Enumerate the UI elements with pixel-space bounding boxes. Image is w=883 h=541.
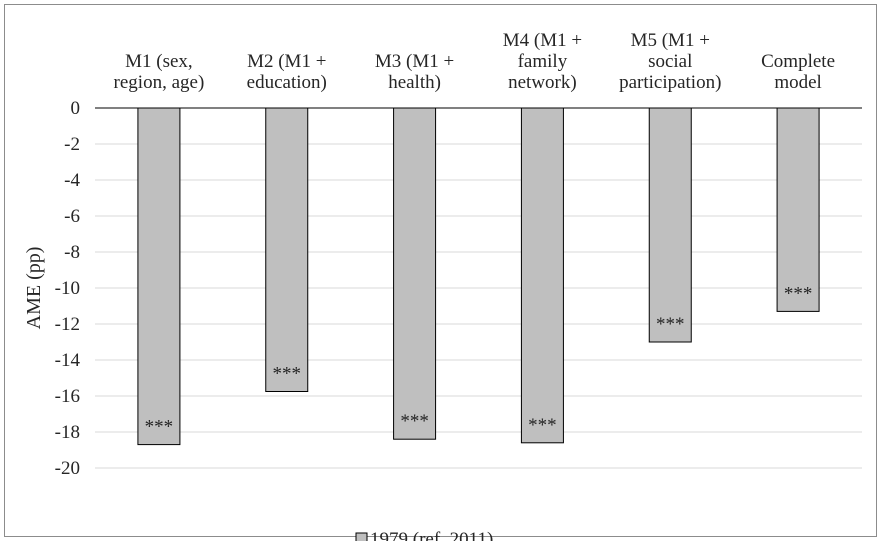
y-tick-label: -18	[55, 422, 80, 443]
category-label: participation)	[619, 72, 721, 93]
bar[interactable]	[137, 107, 181, 446]
y-tick-label: -14	[55, 350, 81, 371]
category-label: social	[648, 51, 692, 72]
bar[interactable]	[520, 107, 564, 444]
category-label: family	[518, 51, 568, 72]
legend[interactable]: 1979 (ref. 2011)	[355, 529, 493, 541]
bar[interactable]	[648, 107, 692, 343]
y-tick-label: -6	[64, 206, 80, 227]
bar-significance-label: ***	[273, 364, 302, 385]
category-labels: M1 (sex,region, age) M2 (M1 +education) M3…	[114, 30, 835, 93]
y-tick-label: -8	[64, 242, 80, 263]
y-axis-label: AME (pp)	[23, 247, 45, 330]
bar-significance-label: ***	[528, 415, 557, 436]
legend-swatch	[355, 532, 368, 541]
category-label: M2 (M1 +	[247, 51, 326, 72]
category-label: health)	[388, 72, 441, 93]
y-tick-label: -2	[64, 134, 80, 155]
bar[interactable]	[393, 107, 437, 440]
bar[interactable]	[776, 107, 820, 312]
bar[interactable]	[265, 107, 309, 392]
y-tick-label: -10	[55, 278, 80, 299]
bar-significance-label: ***	[656, 314, 685, 335]
category-label: model	[774, 72, 822, 93]
bar-significance-label: ***	[400, 411, 429, 432]
y-tick-labels: 0 -2 -4 -6 -8 -10 -12 -14 -16 -18 -20	[55, 98, 81, 479]
category-label: Complete	[761, 51, 835, 72]
y-tick-label: -20	[55, 458, 80, 479]
category-label: network)	[508, 72, 577, 93]
bars: *** *** *** *** *** ***	[137, 107, 820, 446]
bar-significance-label: ***	[145, 417, 174, 438]
gridlines	[95, 143, 862, 469]
y-tick-label: 0	[71, 98, 81, 119]
legend-label: 1979 (ref. 2011)	[370, 529, 493, 541]
category-label: M1 (sex,	[125, 51, 193, 72]
category-label: M4 (M1 +	[503, 30, 582, 51]
category-label: M3 (M1 +	[375, 51, 454, 72]
bar-significance-label: ***	[784, 283, 813, 304]
y-tick-label: -12	[55, 314, 80, 335]
category-label: education)	[247, 72, 327, 93]
category-label: M5 (M1 +	[631, 30, 710, 51]
category-label: region, age)	[114, 72, 205, 93]
y-tick-label: -16	[55, 386, 80, 407]
y-tick-label: -4	[64, 170, 80, 191]
